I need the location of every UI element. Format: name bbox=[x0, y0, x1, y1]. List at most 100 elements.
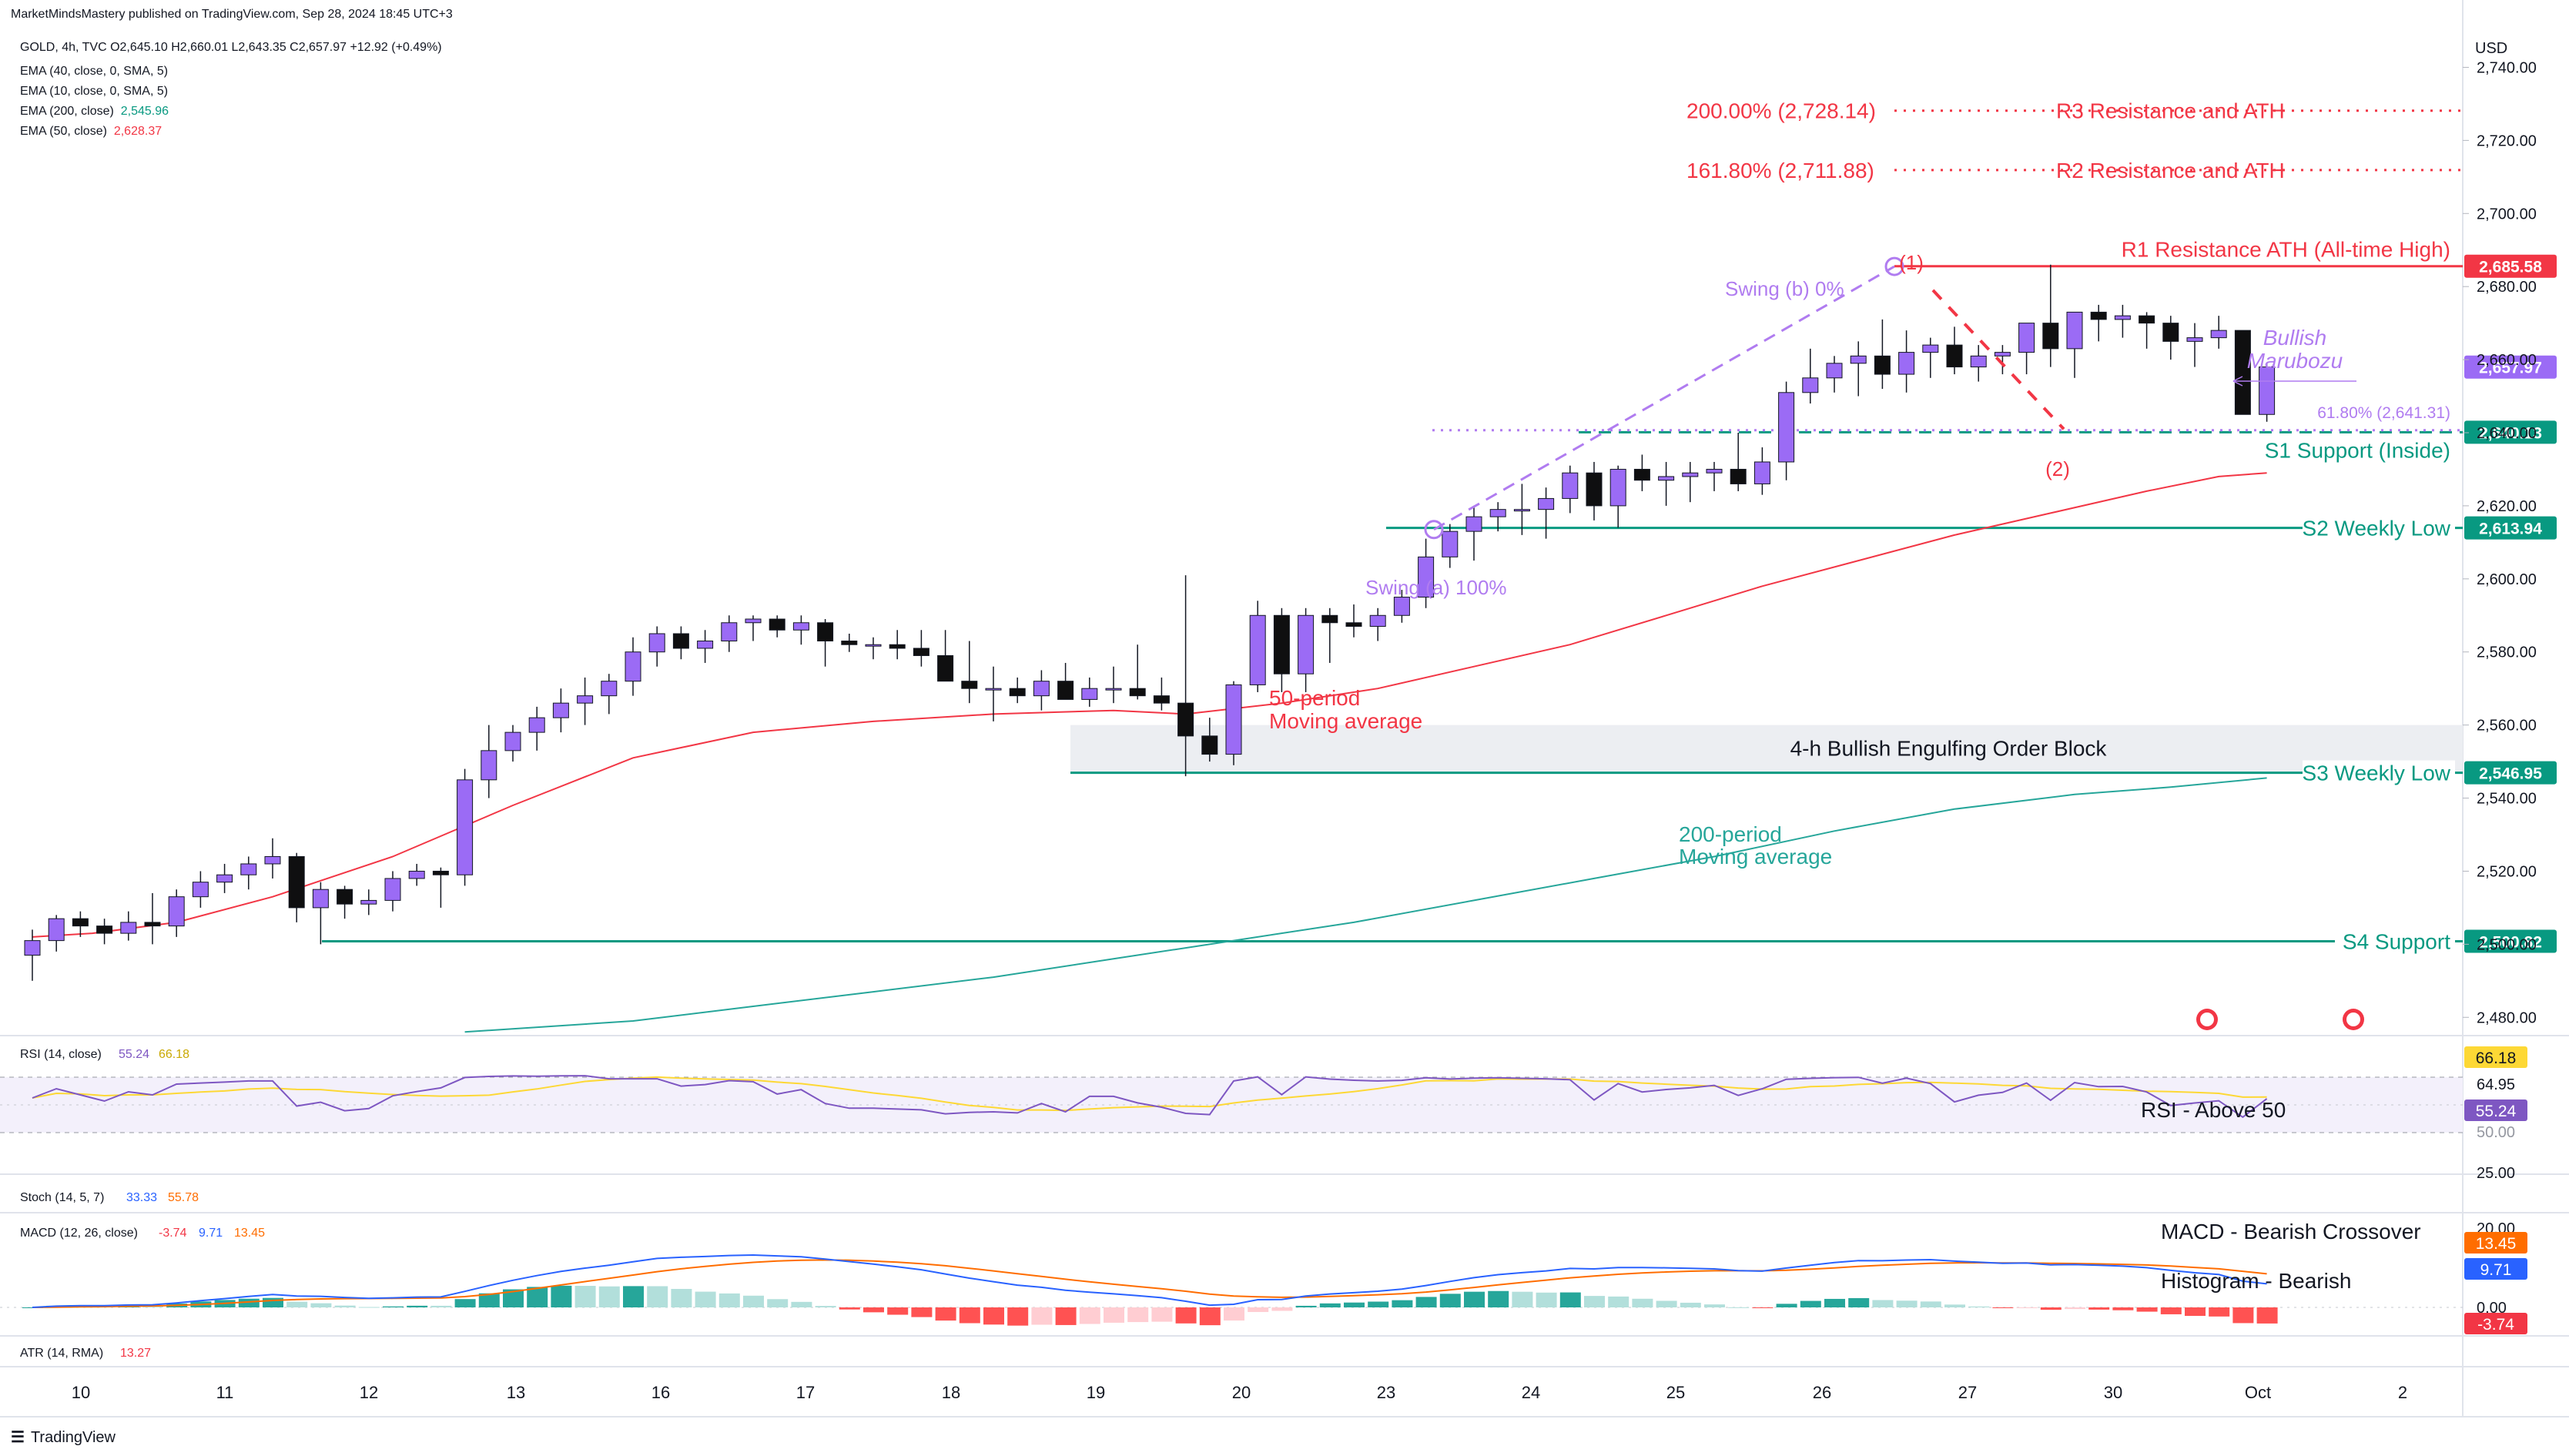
candle-body bbox=[264, 855, 281, 865]
macd-histogram-bar bbox=[574, 1286, 596, 1307]
price-tick-label: 2,600.00 bbox=[2477, 571, 2537, 588]
macd-histogram-bar bbox=[2232, 1307, 2254, 1324]
indicator-ema200[interactable]: EMA (200, close) 2,545.96 bbox=[20, 102, 169, 122]
macd-histogram-bar bbox=[454, 1299, 476, 1307]
price-tick-label: 2,680.00 bbox=[2477, 279, 2537, 296]
macd-histogram-bar bbox=[2040, 1307, 2062, 1310]
candle-body bbox=[1658, 476, 1675, 481]
price-tag bbox=[2464, 516, 2557, 540]
candle-body bbox=[408, 870, 425, 879]
price-tag-label: 2,546.95 bbox=[2479, 765, 2542, 783]
indicator-label: EMA (50, close) bbox=[20, 125, 107, 138]
candle-body bbox=[1874, 355, 1891, 375]
macd-histogram-bar bbox=[1439, 1294, 1461, 1307]
macd-tag-label: 9.71 bbox=[2480, 1261, 2512, 1279]
economic-event-icon bbox=[2346, 1013, 2360, 1026]
macd-histogram-bar bbox=[407, 1305, 428, 1307]
candle-body bbox=[144, 922, 161, 927]
candle-body bbox=[601, 681, 618, 697]
rsi-legend-value: 66.18 bbox=[159, 1048, 189, 1061]
macd-histogram-bar bbox=[1127, 1307, 1149, 1323]
candle-body bbox=[2234, 330, 2251, 415]
macd-histogram-bar bbox=[1007, 1307, 1029, 1326]
macd-histogram-bar bbox=[551, 1285, 572, 1307]
candle-body bbox=[1177, 702, 1194, 737]
atr-legend: ATR (14, RMA) bbox=[20, 1347, 103, 1360]
price-tag bbox=[2464, 761, 2557, 785]
resistance-label: R2 Resistance and ATH bbox=[2056, 159, 2285, 182]
macd-tick-label: 0.00 bbox=[2477, 1300, 2507, 1317]
candle-body bbox=[817, 622, 834, 641]
candle-body bbox=[168, 896, 185, 927]
macd-histogram-bar bbox=[1704, 1304, 1725, 1307]
candle-body bbox=[1105, 688, 1122, 691]
macd-histogram-bar bbox=[430, 1305, 452, 1307]
macd-histogram-bar bbox=[1584, 1296, 1605, 1307]
ma200-label: 200-period bbox=[1679, 822, 1782, 846]
candle-body bbox=[1778, 392, 1795, 463]
candle-body bbox=[2018, 323, 2035, 353]
candle-body bbox=[216, 874, 233, 883]
macd-histogram-bar bbox=[1920, 1301, 1941, 1307]
candle-body bbox=[1538, 497, 1555, 510]
macd-histogram-bar bbox=[647, 1286, 668, 1307]
order-block-zone bbox=[1070, 725, 2463, 773]
macd-histogram-bar bbox=[1944, 1304, 1965, 1307]
indicator-ema10[interactable]: EMA (10, close, 0, SMA, 5) bbox=[20, 82, 169, 102]
macd-tag-label: 13.45 bbox=[2476, 1235, 2517, 1253]
candle-body bbox=[985, 688, 1002, 691]
macd-histogram-bar bbox=[1872, 1300, 1894, 1307]
macd-tag bbox=[2464, 1232, 2527, 1253]
tradingview-brand[interactable]: ☰ TradingView bbox=[11, 1428, 116, 1447]
candle-body bbox=[1442, 531, 1459, 557]
candle-body bbox=[913, 648, 929, 656]
rsi-annotation: RSI - Above 50 bbox=[2141, 1098, 2286, 1122]
candle-body bbox=[1345, 622, 1362, 628]
price-tick-label: 2,500.00 bbox=[2477, 936, 2537, 953]
candle-body bbox=[312, 889, 329, 909]
candle-body bbox=[1970, 355, 1987, 368]
time-tick-label: 16 bbox=[651, 1383, 670, 1402]
macd-legend-value: 9.71 bbox=[199, 1227, 223, 1240]
macd-histogram-bar bbox=[1199, 1307, 1221, 1326]
macd-histogram-bar bbox=[983, 1307, 1004, 1325]
candle-body bbox=[745, 618, 762, 624]
time-tick-label: 30 bbox=[2104, 1383, 2122, 1402]
macd-histogram-bar bbox=[2016, 1307, 2038, 1308]
symbol-line[interactable]: GOLD, 4h, TVC O2,645.10 H2,660.01 L2,643… bbox=[20, 41, 442, 54]
candle-body bbox=[552, 702, 569, 718]
ma50-label: Moving average bbox=[1269, 709, 1422, 733]
candle-body bbox=[1225, 684, 1242, 755]
marubozu-label: Bullish bbox=[2263, 326, 2326, 350]
stoch-legend: Stoch (14, 5, 7) bbox=[20, 1191, 104, 1204]
candle-body bbox=[72, 918, 89, 927]
indicator-ema50[interactable]: EMA (50, close) 2,628.37 bbox=[20, 122, 169, 142]
time-tick-label: Oct bbox=[2245, 1383, 2271, 1402]
arrow-head-icon bbox=[2232, 376, 2243, 387]
candle-body bbox=[528, 717, 545, 733]
macd-histogram-bar bbox=[1680, 1302, 1701, 1307]
price-tag-label: 2,613.94 bbox=[2479, 520, 2542, 538]
rsi-tick-label: 50.00 bbox=[2477, 1124, 2515, 1141]
macd-histogram-bar bbox=[1055, 1307, 1077, 1325]
macd-histogram-bar bbox=[791, 1301, 812, 1307]
candle-body bbox=[457, 779, 474, 875]
macd-histogram-bar bbox=[1488, 1290, 1509, 1307]
candle-body bbox=[2139, 315, 2155, 324]
candle-body bbox=[865, 644, 882, 647]
rsi-tag bbox=[2464, 1100, 2527, 1121]
macd-histogram-bar bbox=[238, 1298, 260, 1307]
stoch-legend-value: 33.33 bbox=[126, 1191, 157, 1204]
order-block-label: 4-h Bullish Engulfing Order Block bbox=[1790, 736, 2108, 760]
macd-tag bbox=[2464, 1258, 2527, 1280]
candle-body bbox=[120, 922, 137, 934]
macd-histogram-bar bbox=[1992, 1307, 2014, 1308]
rsi-tick-label: 25.00 bbox=[2477, 1165, 2515, 1182]
macd-histogram-bar bbox=[1824, 1298, 1845, 1307]
macd-histogram-bar bbox=[911, 1307, 933, 1317]
candle-body bbox=[1513, 509, 1530, 512]
indicator-ema40[interactable]: EMA (40, close, 0, SMA, 5) bbox=[20, 62, 169, 82]
rsi-tag bbox=[2464, 1046, 2527, 1068]
macd-histogram-bar bbox=[1368, 1301, 1389, 1307]
